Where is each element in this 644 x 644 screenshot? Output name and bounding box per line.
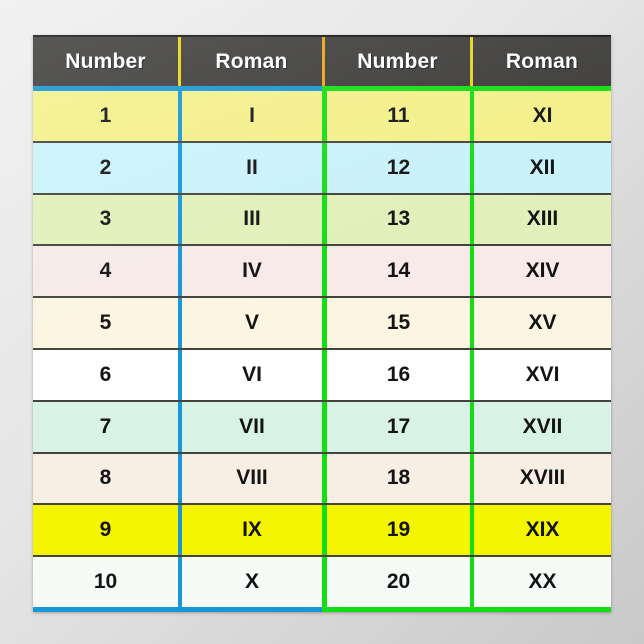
cell-roman-right: XVIII [470, 453, 611, 504]
cell-roman-left: VI [178, 349, 322, 400]
table-row: 2 II 12 XII [33, 142, 611, 195]
cell-roman-right: XIII [470, 194, 611, 245]
cell-roman-right: XIX [470, 505, 611, 556]
cell-number-right: 18 [322, 453, 470, 504]
cell-number-right: 13 [322, 194, 470, 245]
cell-roman-right: XVI [470, 349, 611, 400]
cell-roman-right: XII [470, 142, 611, 193]
cell-number-right: 20 [322, 557, 470, 607]
cell-roman-right: XV [470, 298, 611, 348]
table-row: 6 VI 16 XVI [33, 349, 611, 402]
cell-roman-left: I [178, 91, 322, 141]
cell-number-right: 12 [322, 142, 470, 193]
cell-number-left: 8 [33, 453, 178, 504]
cell-number-left: 2 [33, 142, 178, 193]
cell-number-right: 19 [322, 505, 470, 556]
cell-number-right: 14 [322, 246, 470, 297]
column-header-roman-2: Roman [470, 37, 611, 86]
table-row: 7 VII 17 XVII [33, 401, 611, 454]
cell-number-left: 5 [33, 298, 178, 348]
cell-number-left: 3 [33, 194, 178, 245]
cell-roman-right: XX [470, 557, 611, 607]
header-accent-left [33, 86, 322, 91]
table-row: 3 III 13 XIII [33, 194, 611, 247]
table-body: 1 I 11 XI 2 II 12 XII 3 III 13 XIII 4 IV 14 XIV 5 V 15 XV 6 V… [33, 91, 611, 607]
cell-number-right: 17 [322, 401, 470, 452]
cell-roman-left: VII [178, 401, 322, 452]
roman-numerals-table: Number Roman Number Roman 1 I 11 XI 2 II 12 XII… [33, 35, 611, 612]
cell-number-left: 9 [33, 505, 178, 556]
footer-accent-left [33, 607, 322, 612]
table-row: 1 I 11 XI [33, 91, 611, 143]
cell-roman-right: XVII [470, 401, 611, 452]
cell-roman-left: IX [178, 505, 322, 556]
table-row: 10 X 20 XX [33, 557, 611, 607]
footer-accent-bar [33, 607, 611, 612]
cell-number-left: 7 [33, 401, 178, 452]
cell-number-left: 1 [33, 91, 178, 141]
table-row: 5 V 15 XV [33, 298, 611, 350]
column-header-number-2: Number [322, 37, 470, 86]
cell-number-left: 6 [33, 349, 178, 400]
header-accent-bar [33, 86, 611, 91]
cell-number-left: 10 [33, 557, 178, 607]
header-accent-right [322, 86, 611, 91]
column-header-roman-1: Roman [178, 37, 322, 86]
cell-roman-left: II [178, 142, 322, 193]
cell-number-left: 4 [33, 246, 178, 297]
cell-roman-left: IV [178, 246, 322, 297]
cell-roman-left: X [178, 557, 322, 607]
cell-number-right: 16 [322, 349, 470, 400]
cell-roman-left: VIII [178, 453, 322, 504]
cell-roman-right: XI [470, 91, 611, 141]
footer-accent-right [322, 607, 611, 612]
cell-roman-left: III [178, 194, 322, 245]
cell-number-right: 15 [322, 298, 470, 348]
cell-roman-left: V [178, 298, 322, 348]
table-header-row: Number Roman Number Roman [33, 35, 611, 86]
cell-number-right: 11 [322, 91, 470, 141]
table-row: 4 IV 14 XIV [33, 246, 611, 299]
column-header-number-1: Number [65, 49, 146, 73]
table-row: 9 IX 19 XIX [33, 505, 611, 558]
table-row: 8 VIII 18 XVIII [33, 453, 611, 506]
cell-roman-right: XIV [470, 246, 611, 297]
